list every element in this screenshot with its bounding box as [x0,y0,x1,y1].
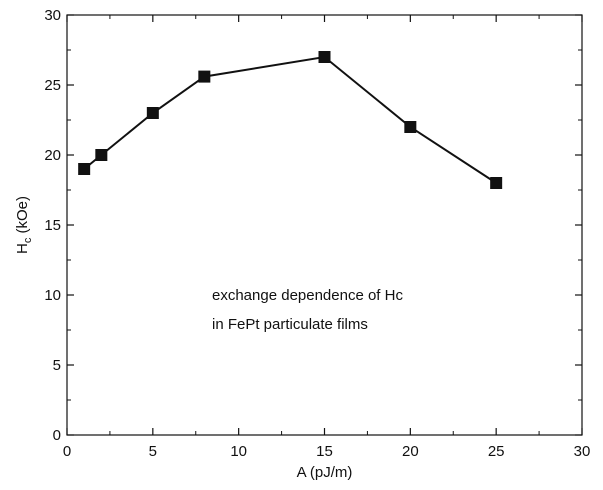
data-point-marker [78,163,91,175]
x-tick-label: 0 [63,443,71,460]
x-tick-label: 20 [402,443,419,460]
y-axis-title-subscript: c [22,237,34,243]
x-tick-label: 5 [149,443,157,460]
y-tick-label: 30 [44,7,61,24]
y-tick-label: 20 [44,147,61,164]
data-series [78,51,503,189]
y-axis-title: Hc (kOe) [14,196,34,254]
data-point-marker [490,177,503,189]
y-axis-title-base: H [14,243,31,254]
y-tick-label: 5 [53,357,61,374]
data-point-marker [198,70,211,83]
data-point-marker [95,149,108,161]
y-tick-label: 10 [44,287,61,304]
x-axis-tick-labels: 0 5 10 15 20 25 30 [63,443,591,460]
y-axis-ticks [67,14,582,436]
data-point-marker [404,121,417,133]
series-line [83,55,497,184]
data-point-marker [146,107,159,119]
y-tick-label: 15 [44,217,61,234]
data-point-marker [318,51,331,63]
x-tick-label: 25 [488,443,505,460]
x-axis-title: A (pJ/m) [297,464,353,481]
plot-frame [66,14,583,436]
y-tick-label: 25 [44,77,61,94]
y-axis-tick-labels: 0 5 10 15 20 25 30 [44,7,61,444]
y-axis-title-unit: (kOe) [14,196,31,238]
x-axis-ticks [66,15,583,435]
x-tick-label: 10 [230,443,247,460]
x-tick-label: 15 [316,443,333,460]
x-tick-label: 30 [574,443,591,460]
annotation-line-2: in FePt particulate films [212,316,368,333]
annotation-line-1: exchange dependence of Hc [212,287,403,304]
y-tick-label: 0 [53,427,61,444]
